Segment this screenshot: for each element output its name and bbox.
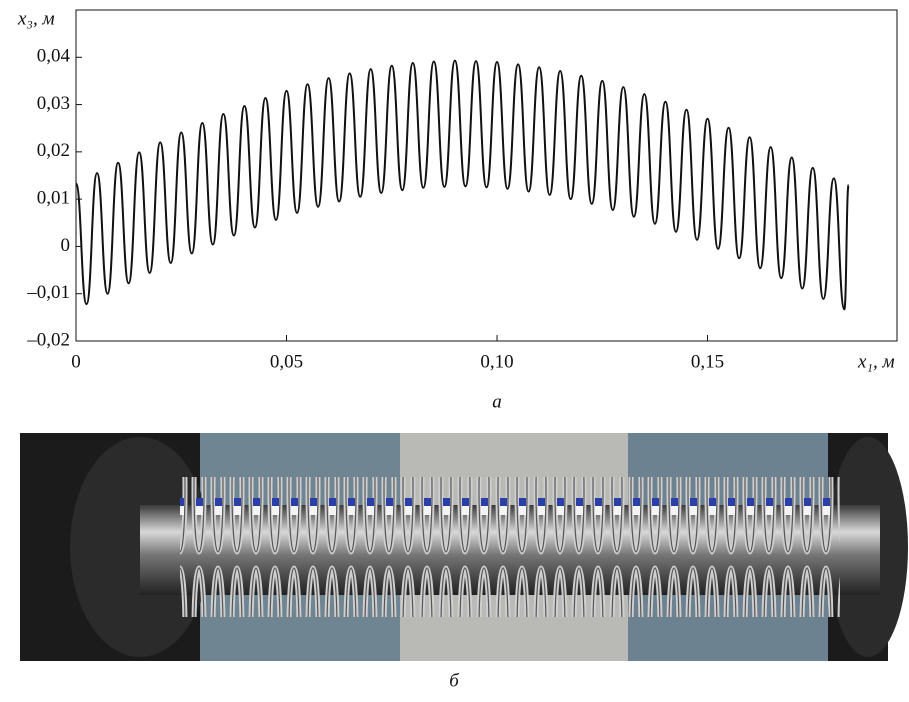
caption: а — [492, 391, 502, 412]
x-tick-label: 0,05 — [270, 351, 303, 372]
x-tick-label: 0,15 — [691, 351, 724, 372]
y-tick-label: 0,03 — [37, 93, 70, 114]
y-tick-label: –0,02 — [26, 329, 70, 350]
y-tick-label: 0,04 — [37, 46, 71, 67]
x-tick-label: 0 — [71, 351, 81, 372]
x-axis-label: x₁, м — [857, 351, 895, 372]
data-line — [75, 59, 850, 311]
y-tick-label: 0,02 — [37, 140, 70, 161]
y-axis-label: x₃, м — [17, 8, 55, 29]
caption: б — [449, 670, 460, 691]
plot-frame — [75, 9, 898, 342]
y-tick-label: –0,01 — [26, 282, 70, 303]
photo — [20, 433, 908, 661]
x-tick-label: 0,10 — [480, 351, 513, 372]
y-tick-label: 0 — [61, 235, 71, 256]
y-tick-label: 0,01 — [37, 188, 70, 209]
